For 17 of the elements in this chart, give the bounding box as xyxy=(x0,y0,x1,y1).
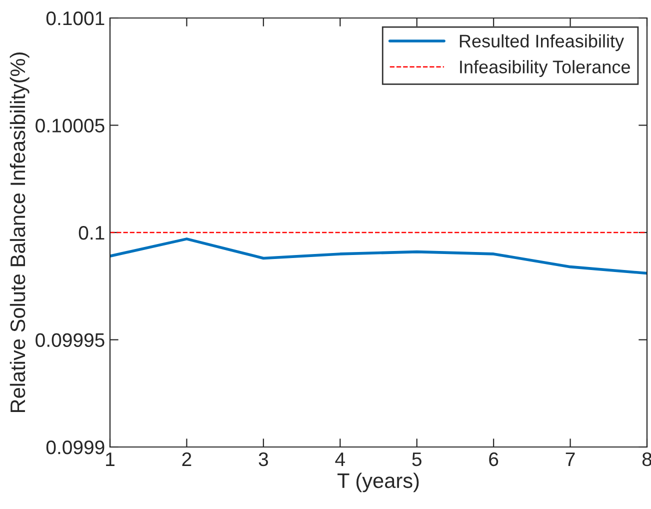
legend-label: Infeasibility Tolerance xyxy=(460,60,630,77)
x-tick-label: 6 xyxy=(489,452,498,466)
y-tick-label: 0.10005 xyxy=(36,118,104,132)
x-tick-label: 3 xyxy=(258,452,268,466)
legend-label: Resulted Infeasibility xyxy=(460,34,624,52)
y-tick-label: 0.1001 xyxy=(46,11,104,26)
x-tick-label: 2 xyxy=(182,452,192,466)
x-axis-title: T (years) xyxy=(337,472,419,492)
x-tick-label: 7 xyxy=(566,452,575,466)
y-axis-title: Relative Solute Balance Infeasibility(%) xyxy=(10,52,30,412)
line-series xyxy=(110,238,647,275)
x-tick-label: 4 xyxy=(335,452,345,466)
y-tick-label: 0.1 xyxy=(78,226,104,240)
y-tick-label: 0.09995 xyxy=(36,333,104,347)
y-tick-label: 0.0999 xyxy=(46,440,104,454)
x-tick-label: 1 xyxy=(106,452,114,466)
x-tick-label: 5 xyxy=(412,452,422,466)
